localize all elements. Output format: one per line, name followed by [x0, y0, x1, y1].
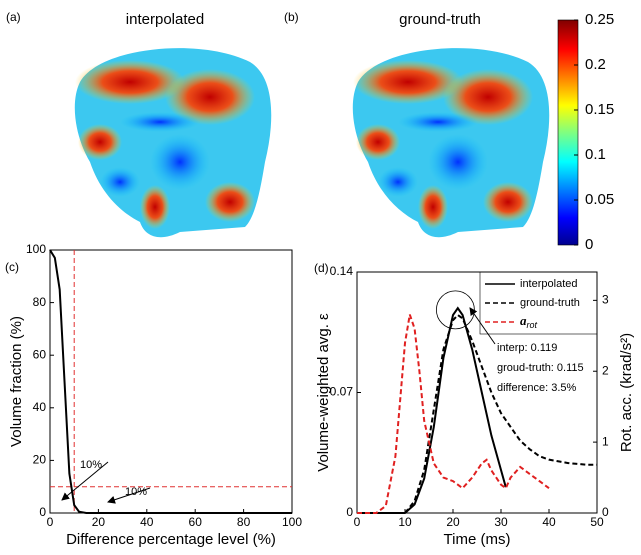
data-line [49, 249, 292, 514]
x-axis-label: Difference percentage level (%) [66, 531, 276, 548]
y-tick-label: 0 [346, 505, 353, 519]
y2-tick-label: 2 [602, 363, 609, 377]
y-tick-label: 20 [33, 453, 47, 467]
y2-axis-label: Rot. acc. (krad/s²) [618, 333, 635, 452]
legend-label: ground-truth [520, 297, 580, 309]
x-tick-label: 100 [282, 515, 302, 529]
y-tick-label: 40 [33, 400, 47, 414]
panel-label: (a) [6, 10, 21, 24]
x-tick-label: 0 [354, 515, 361, 529]
panel-label: (b) [284, 10, 299, 24]
legend-label: interpolated [520, 278, 578, 290]
legend-subscript: rot [527, 320, 538, 330]
x-tick-label: 60 [189, 515, 203, 529]
x-tick-label: 50 [590, 515, 604, 529]
y-axis-label: Volume fraction (%) [8, 316, 25, 447]
y-axis-label: Volume-weighted avg. ε [315, 313, 332, 472]
y2-tick-label: 3 [602, 293, 609, 307]
panel-label: (d) [314, 261, 329, 275]
annotation: groud-truth: 0.115 [497, 362, 584, 374]
brain-render [74, 48, 272, 238]
annotation: 10% [125, 486, 147, 498]
brain-render [352, 48, 550, 238]
legend-label: ground-truth [520, 297, 580, 309]
colorbar [557, 19, 579, 246]
legend-label: arot [520, 313, 538, 330]
legend-label: a [520, 313, 527, 328]
data-line [357, 314, 550, 514]
colorbar-tick-label: 0.1 [585, 146, 606, 163]
data-line [357, 306, 507, 514]
y-tick-label: 0.07 [330, 385, 354, 399]
y2-tick-label: 0 [602, 505, 609, 519]
x-tick-label: 10 [398, 515, 412, 529]
x-tick-label: 40 [542, 515, 556, 529]
annotation-arrow [61, 461, 109, 501]
colorbar-tick-label: 0.05 [585, 191, 614, 208]
colorbar-tick-label: 0 [585, 236, 593, 253]
x-tick-label: 20 [92, 515, 106, 529]
y-tick-label: 0 [39, 505, 46, 519]
y-tick-label: 0.14 [330, 264, 354, 278]
panel-title: ground-truth [399, 11, 481, 28]
y-tick-label: 100 [26, 242, 46, 256]
panel-title: interpolated [126, 11, 204, 28]
x-tick-label: 80 [237, 515, 251, 529]
colorbar-tick-label: 0.25 [585, 11, 614, 28]
annotation-arrow [107, 487, 151, 504]
legend-box [479, 271, 598, 335]
x-tick-label: 40 [140, 515, 154, 529]
colorbar-tick-label: 0.2 [585, 56, 606, 73]
y-tick-label: 60 [33, 347, 47, 361]
highlight-circle [435, 290, 475, 330]
x-tick-label: 30 [494, 515, 508, 529]
data-line [357, 313, 597, 514]
x-tick-label: 20 [446, 515, 460, 529]
y-tick-label: 80 [33, 295, 47, 309]
legend-label: interpolated [520, 278, 578, 290]
y2-tick-label: 1 [602, 434, 609, 448]
annotation: difference: 3.5% [497, 382, 577, 394]
plot-frame [49, 249, 293, 514]
x-tick-label: 0 [47, 515, 54, 529]
annotation: interp: 0.119 [497, 342, 557, 354]
colorbar-tick-label: 0.15 [585, 101, 614, 118]
annotation: 10% [80, 459, 102, 471]
panel-label: (c) [5, 260, 19, 274]
x-axis-label: Time (ms) [444, 531, 511, 548]
